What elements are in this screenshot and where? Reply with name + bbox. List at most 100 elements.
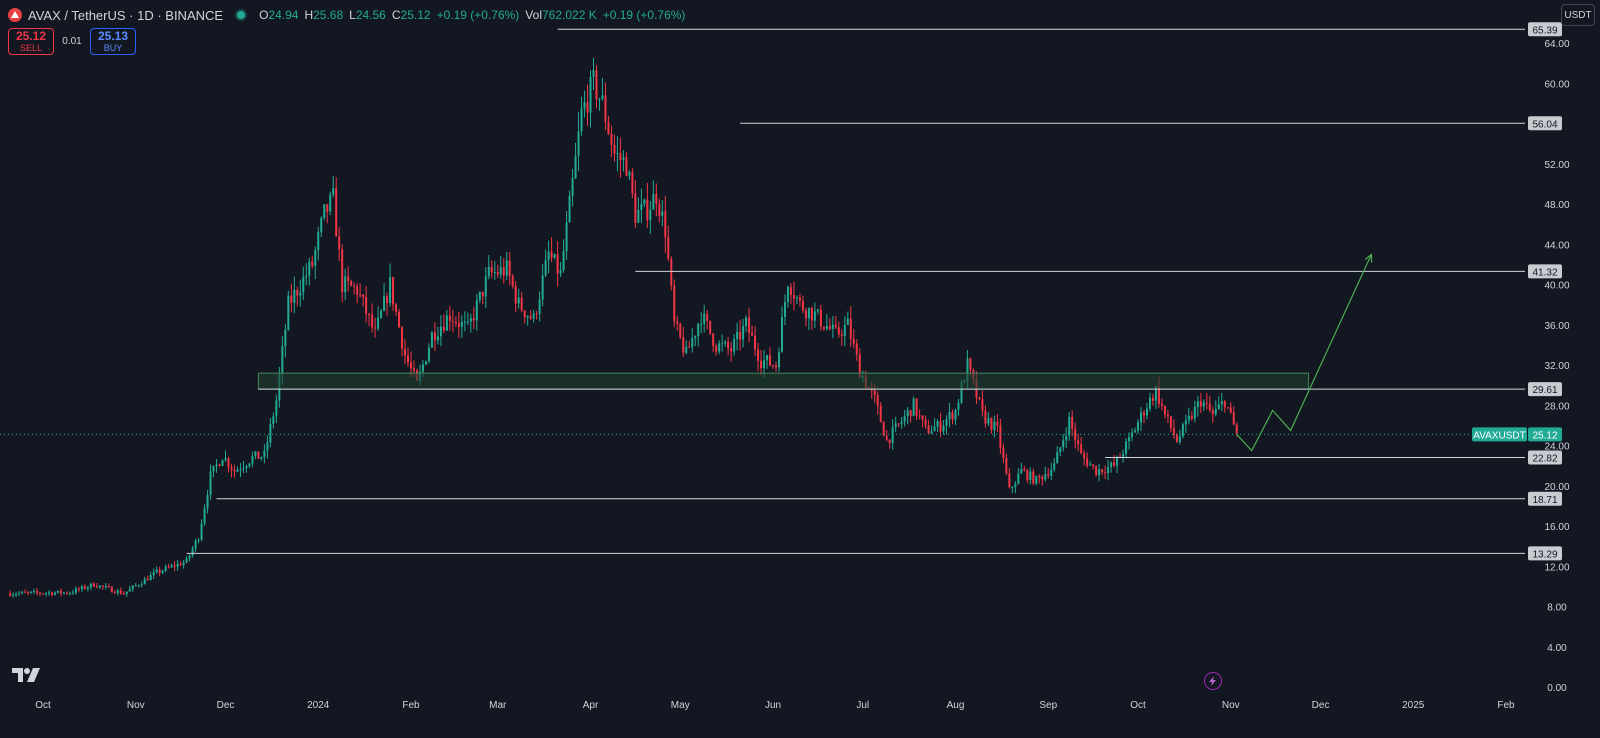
candle-body (460, 321, 463, 327)
candle-body (293, 290, 296, 303)
candle-body (999, 425, 1002, 448)
candle-body (203, 508, 206, 524)
sell-button[interactable]: 25.12 SELL (8, 28, 54, 55)
candle-body (463, 321, 466, 323)
candle-body (338, 236, 341, 250)
candle-body (619, 153, 622, 160)
candle-body (798, 297, 801, 301)
y-tick-label: 48.00 (1544, 200, 1569, 211)
candle-body (65, 592, 68, 594)
candle-body (616, 153, 619, 155)
candle-body (218, 464, 221, 466)
candle-body (311, 261, 314, 266)
candle-body (1026, 470, 1029, 480)
candle-body (1232, 412, 1235, 425)
candle-body (598, 98, 601, 100)
candle-body (248, 463, 251, 467)
candle-body (362, 294, 365, 298)
candle-body (852, 338, 855, 344)
candle-body (395, 304, 398, 312)
candle-body (706, 313, 709, 321)
candle-body (206, 495, 209, 509)
candle-body (736, 331, 739, 339)
candle-body (1074, 428, 1077, 441)
candle-body (236, 469, 239, 472)
candle-body (1059, 447, 1062, 453)
candle-body (1089, 464, 1092, 466)
candle-body (544, 259, 547, 276)
candle-body (628, 172, 631, 176)
candle-body (1050, 469, 1053, 476)
candle-body (1142, 412, 1145, 416)
candle-body (909, 410, 912, 417)
candle-body (326, 204, 329, 212)
candle-body (436, 336, 439, 341)
candle-body (1157, 386, 1160, 404)
candle-body (960, 382, 963, 403)
candle-body (876, 395, 879, 406)
candle-body (389, 277, 392, 304)
candle-body (439, 326, 442, 337)
candle-body (936, 421, 939, 427)
candle-body (855, 343, 858, 355)
tradingview-logo-icon[interactable] (12, 666, 40, 684)
candle-body (691, 338, 694, 348)
candle-body (769, 355, 772, 366)
candle-body (981, 398, 984, 411)
candle-body (308, 261, 311, 276)
candle-body (197, 539, 200, 541)
candle-body (1235, 424, 1238, 434)
candle-body (176, 563, 179, 567)
candle-body (993, 421, 996, 430)
x-tick-label: Sep (1039, 700, 1057, 711)
candle-body (407, 355, 410, 363)
candle-body (209, 471, 212, 496)
lightning-icon[interactable] (1204, 672, 1222, 690)
projection-path[interactable] (1236, 254, 1372, 452)
candle-body (912, 398, 915, 417)
candle-body (21, 591, 24, 594)
y-tick-label: 20.00 (1544, 482, 1569, 493)
candle-body (646, 199, 649, 221)
candle-body (810, 307, 813, 321)
ohlc-value: +0.19 (+0.76%) (602, 8, 686, 22)
candle-body (314, 250, 317, 266)
candle-body (1184, 420, 1187, 425)
candle-body (374, 327, 377, 329)
candle-body (152, 572, 155, 576)
candle-body (445, 315, 448, 331)
candle-body (1196, 401, 1199, 408)
symbol-title[interactable]: AVAX / TetherUS · 1D · BINANCE (28, 7, 224, 23)
candle-body (789, 287, 792, 296)
candle-body (170, 565, 173, 568)
candle-body (792, 295, 795, 299)
y-tick-label: 44.00 (1544, 240, 1569, 251)
candle-body (119, 590, 122, 594)
candle-body (532, 313, 535, 319)
candle-body (526, 316, 529, 318)
candle-body (1029, 471, 1032, 480)
candle-body (640, 203, 643, 211)
candle-body (1086, 458, 1089, 466)
x-tick-label: Dec (217, 700, 235, 711)
candle-body (610, 133, 613, 145)
candle-body (68, 593, 71, 595)
candle-body (1128, 436, 1131, 442)
ohlc-item: O24.94 (259, 8, 298, 22)
candle-body (398, 311, 401, 328)
buy-button[interactable]: 25.13 BUY (90, 28, 136, 55)
candle-body (1175, 434, 1178, 442)
candle-body (520, 297, 523, 311)
candle-body (1199, 401, 1202, 407)
candle-body (71, 592, 74, 594)
candle-body (140, 584, 143, 586)
candle-body (748, 317, 751, 333)
candle-body (739, 331, 742, 340)
currency-selector[interactable]: USDT (1561, 4, 1595, 26)
candle-body (113, 592, 116, 594)
support-zone[interactable] (257, 372, 1310, 390)
candle-body (1041, 476, 1044, 480)
candle-body (36, 591, 39, 593)
candle-body (529, 316, 532, 319)
